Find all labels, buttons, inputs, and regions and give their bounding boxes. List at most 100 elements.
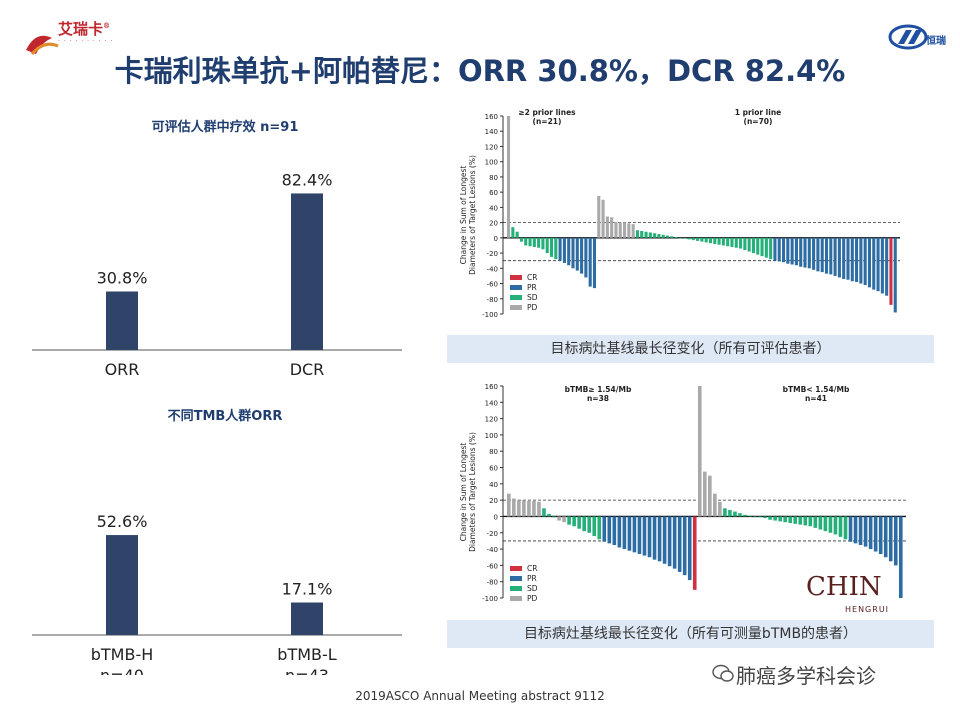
group-label: bTMB≥ 1.54/Mb [565,385,632,394]
waterfall-bar [618,222,622,238]
waterfall-bar [542,508,546,517]
legend-swatch-sd [510,295,522,300]
y-tick-label: 80 [489,174,498,182]
group-label: bTMB< 1.54/Mb [783,385,850,394]
waterfall-bar [733,511,737,517]
waterfall-bar [738,513,742,517]
waterfall-bar [781,237,786,263]
waterfall-bar [756,237,760,255]
legend-swatch-sd [510,586,522,591]
hengrui-logo [888,24,928,50]
waterfall-bar [507,116,511,238]
legend-label: CR [527,564,537,573]
page-title: 卡瑞利珠单抗+阿帕替尼：ORR 30.8%，DCR 82.4% [114,54,846,88]
y-tick-label: -40 [487,546,498,554]
legend-label: SD [527,584,538,593]
chart2-title: 不同TMB人群ORR [167,409,283,424]
waterfall-bar [532,237,536,247]
legend-swatch-cr [510,275,522,280]
waterfall-bar [783,516,788,523]
waterfall-bar [519,237,523,242]
waterfall-bar [667,516,672,567]
waterfall-bar [798,516,803,525]
waterfall-bar [527,500,531,517]
y-axis-label: Change in Sum of LongestDiameters of Tar… [459,155,477,275]
waterfall-bar [577,516,581,529]
waterfall-bar [582,516,586,532]
waterfall-bar [572,516,576,527]
category-label: bTMB-L [277,645,336,664]
waterfall-bar [610,217,614,238]
waterfall-bar [883,516,888,558]
y-tick-label: -100 [482,311,498,319]
waterfall-bar [807,237,811,269]
waterfall-bar [644,231,648,238]
waterfall-bar [587,516,592,533]
legend-swatch-pr [510,285,522,290]
waterfall-bar [617,516,622,548]
waterfall-bar [597,516,602,540]
waterfall-bar [833,237,837,276]
source-citation: 2019ASCO Annual Meeting abstract 9112 [355,689,605,703]
waterfall-bar [878,516,883,554]
waterfall-bar [597,195,601,238]
waterfall-bar [730,237,734,247]
waterfall-bar [788,516,793,523]
waterfall-bar [872,237,876,290]
value-label: 52.6% [97,512,148,531]
waterfall-bar [637,516,642,554]
y-tick-label: 20 [489,220,498,228]
waterfall-bar [880,237,884,294]
waterfall-bar [837,237,841,278]
waterfall-bar [893,516,898,566]
legend-label: SD [527,293,538,302]
waterfall-bar [708,475,712,517]
airuika-logo [26,35,59,56]
y-tick-label: -20 [487,530,498,538]
waterfall-bar [678,237,682,239]
waterfall-bar [769,237,773,260]
category-label: bTMB-H [91,645,154,664]
waterfall-bar [647,516,652,558]
waterfall-bar [790,237,794,265]
waterfall-bar [773,237,777,261]
waterfall-bar [687,237,691,240]
waterfall-bar [768,516,772,520]
waterfall-bar [704,237,708,243]
waterfall-bar [691,237,695,241]
waterfall-bar [507,493,511,517]
waterfall-bar [612,516,617,545]
y-tick-label: 140 [485,399,498,407]
waterfall-bar [820,237,824,273]
legend-label: PR [527,574,537,583]
waterfall-bar [863,516,868,547]
waterfall-bar [803,516,808,526]
y-tick-label: 140 [485,128,498,136]
waterfall-bar [575,237,579,271]
logo-right-text: 恒瑞 [926,36,946,47]
waterfall-bar [517,500,521,517]
waterfall-bar [751,237,756,254]
category-sublabel: n=43 [285,666,329,675]
y-tick-label: -80 [487,296,498,304]
waterfall-bar [708,237,713,244]
waterfall-bar [588,237,592,287]
legend-swatch-cr [510,566,522,571]
waterfall-bar [748,515,752,517]
waterfall-bar [532,500,536,517]
waterfall-bar [537,237,541,248]
waterfall-bar [537,501,541,517]
waterfall-bar [627,516,632,551]
waterfall-bar [635,230,639,238]
bar-dcr [291,193,323,350]
waterfall-bar [602,516,607,542]
waterfall-bar [726,237,730,247]
y-tick-label: 60 [489,189,498,197]
value-label: 30.8% [97,268,148,287]
waterfall-bar [833,516,838,535]
waterfall-bar [713,237,717,244]
category-label: DCR [290,360,325,379]
waterfall-bar [793,516,798,524]
waterfall-bar [842,237,846,279]
waterfall-bar [696,237,700,241]
